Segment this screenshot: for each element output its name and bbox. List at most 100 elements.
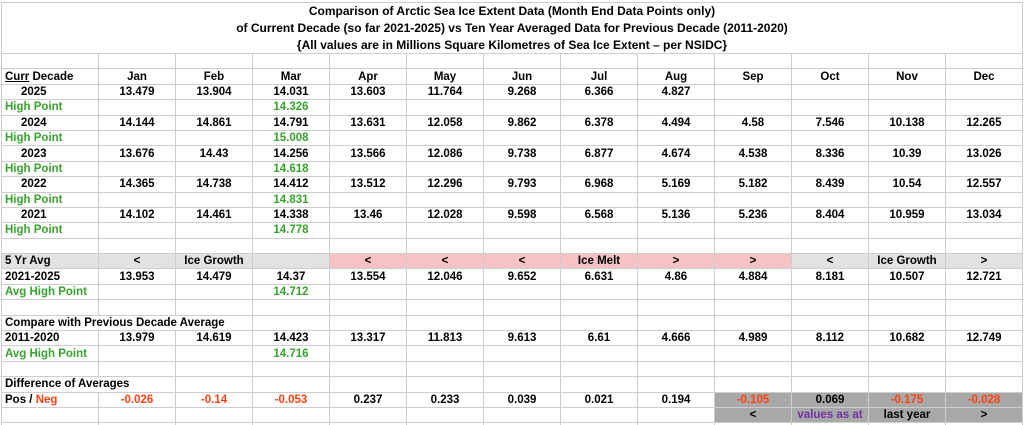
cell-r14c10[interactable] [791,222,869,239]
cell-r4c5[interactable]: May [406,68,484,85]
cell-r3c11[interactable] [868,53,946,70]
cell-r24c3[interactable] [329,376,407,393]
cell-r14c0[interactable]: High Point [1,222,99,239]
cell-r13c11[interactable]: 10.959 [868,207,946,224]
cell-r24c11[interactable] [945,376,1023,393]
cell-r12c10[interactable] [791,192,869,208]
cell-r13c8[interactable]: 5.136 [637,207,715,224]
cell-r16c7[interactable]: Ice Melt [560,253,638,270]
cell-r25c10[interactable]: 0.069 [791,392,869,408]
cell-r14c8[interactable] [637,222,715,239]
cell-r24c10[interactable] [868,376,946,393]
cell-r14c2[interactable] [175,222,253,239]
cell-r15c2[interactable] [175,238,253,255]
cell-r12c12[interactable] [945,192,1023,208]
cell-r26c0[interactable] [1,407,99,424]
cell-r22c9[interactable] [714,345,792,362]
cell-r26c6[interactable] [483,407,561,424]
cell-r27c9[interactable] [714,422,792,425]
cell-r20c2[interactable] [329,315,407,332]
cell-r14c3[interactable]: 14.778 [252,222,330,239]
cell-r23c12[interactable] [945,361,1023,378]
cell-r20c10[interactable] [945,315,1023,332]
cell-r21c7[interactable]: 6.61 [560,330,638,347]
cell-r11c2[interactable]: 14.738 [175,176,253,193]
cell-r11c7[interactable]: 6.968 [560,176,638,193]
cell-r3c3[interactable] [252,53,330,70]
cell-r27c4[interactable] [329,422,407,425]
cell-r23c11[interactable] [868,361,946,378]
cell-r11c1[interactable]: 14.365 [98,176,176,193]
cell-r13c0[interactable]: 2021 [1,207,99,224]
cell-r5c3[interactable]: 14.031 [252,84,330,101]
cell-r18c6[interactable] [483,284,561,301]
cell-r23c7[interactable] [560,361,638,378]
cell-r14c11[interactable] [868,222,946,239]
cell-r16c4[interactable]: < [329,253,407,270]
cell-r19c7[interactable] [560,299,638,316]
cell-r19c3[interactable] [252,299,330,316]
cell-r15c11[interactable] [868,238,946,255]
cell-r8c1[interactable] [98,130,176,147]
cell-r14c9[interactable] [714,222,792,239]
cell-r15c1[interactable] [98,238,176,255]
cell-r9c10[interactable]: 8.336 [791,145,869,162]
cell-r11c10[interactable]: 8.439 [791,176,869,193]
cell-r19c9[interactable] [714,299,792,316]
cell-r5c6[interactable]: 9.268 [483,84,561,101]
cell-r10c5[interactable] [406,161,484,178]
cell-r23c5[interactable] [406,361,484,378]
cell-r21c12[interactable]: 12.749 [945,330,1023,347]
cell-r24c9[interactable] [791,376,869,393]
cell-r13c5[interactable]: 12.028 [406,207,484,224]
cell-r21c9[interactable]: 4.989 [714,330,792,347]
cell-r8c12[interactable] [945,130,1023,147]
cell-r11c11[interactable]: 10.54 [868,176,946,193]
cell-r11c0[interactable]: 2022 [1,176,99,193]
cell-r23c6[interactable] [483,361,561,378]
cell-r26c4[interactable] [329,407,407,424]
cell-r8c8[interactable] [637,130,715,147]
cell-r9c4[interactable]: 13.566 [329,145,407,162]
cell-r17c11[interactable]: 10.507 [868,268,946,285]
cell-r15c5[interactable] [406,238,484,255]
cell-r24c2[interactable] [252,376,330,393]
cell-r23c9[interactable] [714,361,792,378]
cell-r6c10[interactable] [791,99,869,116]
cell-r6c1[interactable] [98,99,176,116]
cell-r21c4[interactable]: 13.317 [329,330,407,347]
cell-r5c12[interactable] [945,84,1023,101]
cell-r16c10[interactable]: < [791,253,869,270]
cell-r4c11[interactable]: Nov [868,68,946,85]
cell-r5c7[interactable]: 6.366 [560,84,638,101]
cell-r22c7[interactable] [560,345,638,362]
cell-r12c2[interactable] [175,192,253,208]
cell-r26c8[interactable] [637,407,715,424]
cell-r12c8[interactable] [637,192,715,208]
cell-r6c9[interactable] [714,99,792,116]
cell-r13c6[interactable]: 9.598 [483,207,561,224]
cell-r17c9[interactable]: 4.884 [714,268,792,285]
cell-r20c7[interactable] [714,315,792,332]
cell-r8c11[interactable] [868,130,946,147]
cell-r3c9[interactable] [714,53,792,70]
cell-r24c0[interactable]: Difference of Averages [1,376,176,393]
cell-r27c6[interactable] [483,422,561,425]
cell-r16c0[interactable]: 5 Yr Avg [1,253,99,270]
cell-r17c0[interactable]: 2021-2025 [1,268,99,285]
cell-r10c1[interactable] [98,161,176,178]
cell-r27c11[interactable] [868,422,946,425]
cell-r9c3[interactable]: 14.256 [252,145,330,162]
cell-r25c7[interactable]: 0.021 [560,392,638,408]
cell-r21c2[interactable]: 14.619 [175,330,253,347]
cell-r19c1[interactable] [98,299,176,316]
cell-r13c9[interactable]: 5.236 [714,207,792,224]
cell-r24c4[interactable] [406,376,484,393]
cell-r27c5[interactable] [406,422,484,425]
cell-r6c2[interactable] [175,99,253,116]
cell-r25c5[interactable]: 0.233 [406,392,484,408]
cell-r16c3[interactable] [252,253,330,270]
cell-r14c5[interactable] [406,222,484,239]
cell-r25c11[interactable]: -0.175 [868,392,946,408]
cell-r7c6[interactable]: 9.862 [483,115,561,131]
